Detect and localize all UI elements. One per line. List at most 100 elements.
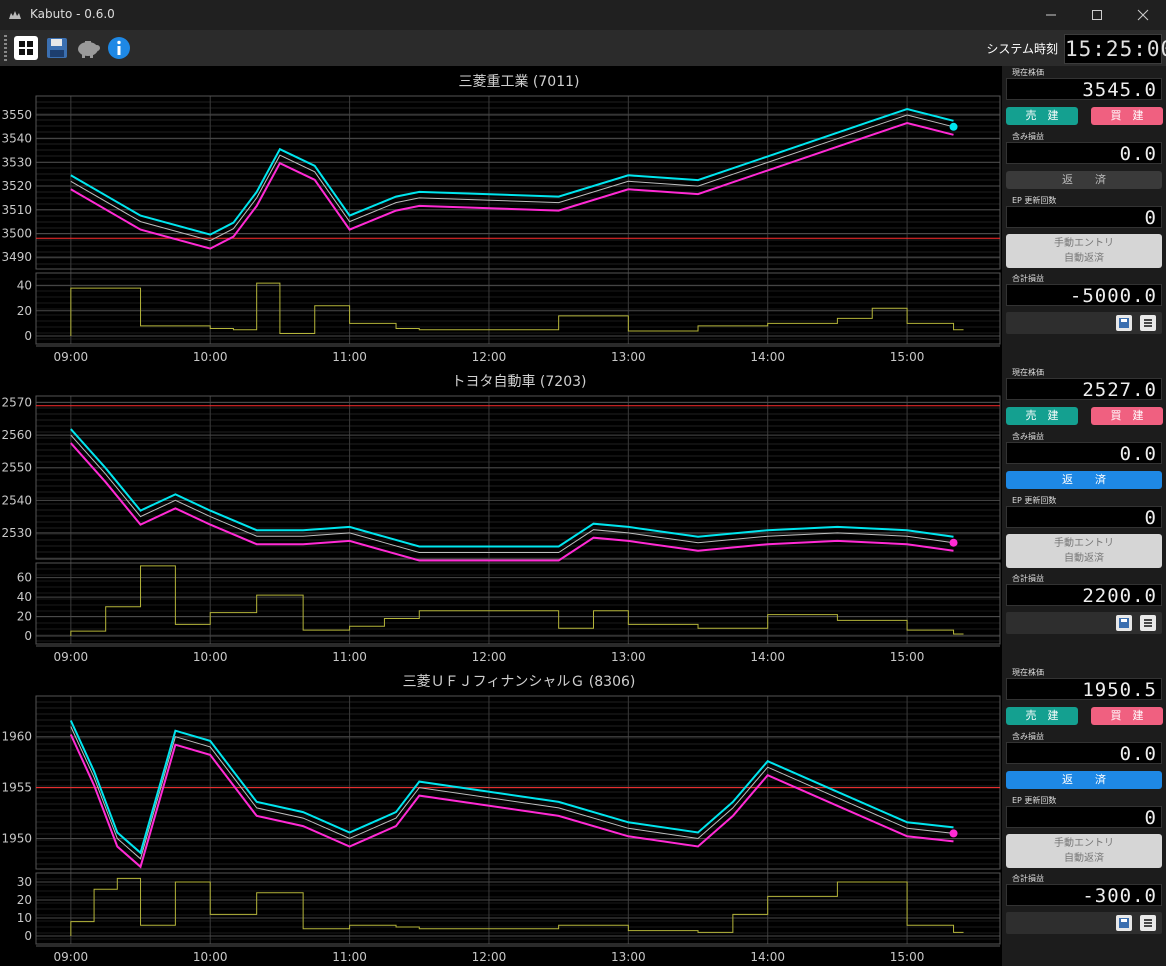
piggy-bank-icon	[78, 41, 100, 58]
last-price-marker	[949, 538, 958, 547]
time-tick-label: 11:00	[332, 350, 367, 364]
toolbar-grip[interactable]	[4, 35, 7, 61]
volume-plot-frame	[35, 562, 1001, 645]
current-price-label: 現在株価	[1012, 68, 1044, 77]
maximize-button[interactable]	[1074, 0, 1120, 30]
unrealized-pl-label: 含み損益	[1012, 432, 1044, 441]
list-icon	[1144, 319, 1152, 327]
lower-band-line	[69, 734, 954, 869]
price-line	[70, 726, 954, 860]
time-tick-label: 13:00	[611, 650, 646, 664]
volume-tick-label: 30	[17, 875, 32, 889]
volume-tick-label: 10	[17, 911, 32, 925]
current-price-label: 現在株価	[1012, 368, 1044, 377]
sell-button[interactable]: 売 建	[1006, 107, 1078, 125]
volume-tick-label: 20	[17, 304, 32, 318]
price-tick-label: 2540	[1, 493, 32, 507]
list-icon	[1144, 919, 1152, 927]
manual-entry-button[interactable]: 手動エントリ 自動返済	[1006, 534, 1162, 568]
buy-button[interactable]: 買 建	[1091, 707, 1163, 725]
save-icon	[1119, 318, 1129, 328]
volume-line	[70, 877, 964, 936]
sell-button[interactable]: 売 建	[1006, 407, 1078, 425]
save-icon	[1119, 918, 1129, 928]
app-logo-icon	[9, 11, 21, 19]
manual-entry-button[interactable]: 手動エントリ 自動返済	[1006, 834, 1162, 868]
maximize-icon	[1092, 10, 1102, 20]
panel-list-button[interactable]	[1140, 615, 1156, 631]
unrealized-pl-label: 含み損益	[1012, 732, 1044, 741]
time-tick-label: 12:00	[472, 650, 507, 664]
volume-tick-label: 0	[24, 629, 32, 643]
trade-panel-7203: 現在株価 2527.0 売 建 買 建 含み損益 0.0 返 済 EP 更新回数…	[1002, 366, 1166, 666]
last-price-marker	[949, 829, 958, 838]
price-tick-label: 3500	[1, 226, 32, 240]
last-price-marker	[949, 122, 958, 131]
price-plot-frame	[35, 395, 1001, 560]
close-button[interactable]	[1120, 0, 1166, 30]
price-tick-label: 1955	[1, 781, 32, 795]
unrealized-pl-label: 含み損益	[1012, 132, 1044, 141]
ep-count-display: 0	[1006, 206, 1162, 229]
price-tick-label: 3530	[1, 155, 32, 169]
manual-entry-button[interactable]: 手動エントリ 自動返済	[1006, 234, 1162, 268]
trade-panel-8306: 現在株価 1950.5 売 建 買 建 含み損益 0.0 返 済 EP 更新回数…	[1002, 666, 1166, 966]
panel-save-button[interactable]	[1116, 915, 1132, 931]
price-tick-label: 3490	[1, 250, 32, 264]
layout-button[interactable]	[14, 36, 38, 60]
panel-save-button[interactable]	[1116, 315, 1132, 331]
time-tick-label: 14:00	[750, 950, 785, 964]
time-tick-label: 15:00	[890, 350, 925, 364]
auto-repay-label: 自動返済	[1064, 253, 1104, 264]
panel-list-button[interactable]	[1140, 915, 1156, 931]
auto-repay-label: 自動返済	[1064, 853, 1104, 864]
panel-list-button[interactable]	[1140, 315, 1156, 331]
price-line	[70, 114, 954, 242]
repay-button[interactable]: 返 済	[1006, 171, 1162, 189]
current-price-label: 現在株価	[1012, 668, 1044, 677]
price-tick-label: 2570	[1, 396, 32, 410]
price-tick-label: 3550	[1, 108, 32, 122]
upper-band-line	[69, 720, 954, 855]
piggy-bank-button[interactable]	[75, 36, 103, 60]
title-bar: Kabuto - 0.6.0	[0, 0, 1166, 30]
total-pl-display: -5000.0	[1006, 284, 1162, 307]
time-tick-label: 10:00	[193, 350, 228, 364]
volume-line	[70, 565, 964, 636]
price-tick-label: 3520	[1, 179, 32, 193]
current-price-display: 2527.0	[1006, 378, 1162, 401]
time-tick-label: 14:00	[750, 350, 785, 364]
volume-tick-label: 60	[17, 571, 32, 585]
sell-button[interactable]: 売 建	[1006, 707, 1078, 725]
total-pl-label: 合計損益	[1012, 874, 1044, 883]
chart-title: 三菱ＵＦＪフィナンシャルＧ (8306)	[403, 674, 636, 690]
info-button[interactable]	[107, 36, 131, 60]
price-line	[70, 434, 954, 553]
price-tick-label: 1950	[1, 831, 32, 845]
close-icon	[1137, 9, 1149, 21]
list-icon	[1144, 619, 1152, 627]
time-tick-label: 09:00	[54, 350, 89, 364]
volume-plot-frame	[35, 272, 1001, 345]
auto-repay-label: 自動返済	[1064, 553, 1104, 564]
lower-band-line	[70, 121, 954, 250]
time-tick-label: 12:00	[472, 950, 507, 964]
buy-button[interactable]: 買 建	[1091, 407, 1163, 425]
time-tick-label: 15:00	[890, 650, 925, 664]
ep-count-display: 0	[1006, 806, 1162, 829]
save-button[interactable]	[45, 36, 69, 60]
manual-entry-label: 手動エントリ	[1054, 838, 1114, 849]
repay-button[interactable]: 返 済	[1006, 471, 1162, 489]
buy-button[interactable]: 買 建	[1091, 107, 1163, 125]
minimize-button[interactable]	[1028, 0, 1074, 30]
volume-tick-label: 20	[17, 610, 32, 624]
volume-plot-frame	[35, 872, 1001, 945]
upper-band-line	[70, 107, 954, 236]
repay-button[interactable]: 返 済	[1006, 771, 1162, 789]
unrealized-pl-display: 0.0	[1006, 442, 1162, 465]
chart-title: トヨタ自動車 (7203)	[451, 373, 586, 390]
panel-save-button[interactable]	[1116, 615, 1132, 631]
panel-footer	[1006, 612, 1162, 634]
time-tick-label: 10:00	[193, 950, 228, 964]
upper-band-line	[70, 428, 954, 548]
